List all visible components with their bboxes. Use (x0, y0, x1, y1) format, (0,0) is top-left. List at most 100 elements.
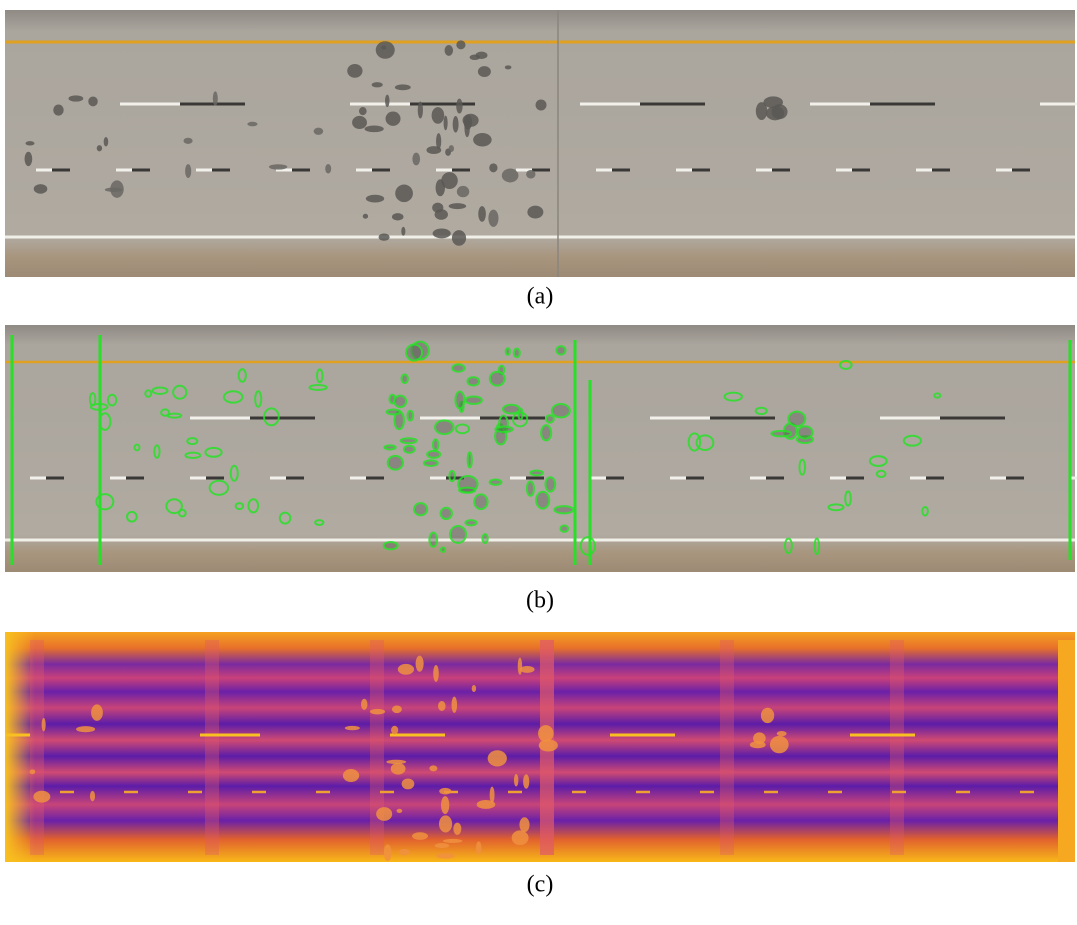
patch (433, 664, 439, 682)
patch (523, 774, 530, 789)
patch (439, 787, 452, 795)
patch (511, 411, 529, 428)
patch (798, 458, 807, 476)
patch (313, 127, 324, 135)
patch (544, 414, 555, 424)
patch (526, 169, 536, 179)
caption: (c) (527, 872, 554, 898)
patch (444, 44, 454, 56)
road-surface (5, 10, 1075, 277)
patch (452, 116, 459, 133)
patch (466, 376, 481, 387)
patch (254, 390, 263, 408)
patch (383, 844, 392, 862)
patch (511, 830, 529, 846)
patch (204, 446, 223, 458)
patch (208, 479, 230, 496)
patch (247, 498, 260, 514)
road-surface (5, 325, 1075, 572)
patch (454, 423, 471, 435)
patch (397, 663, 415, 675)
patch (401, 226, 406, 236)
heat-band (370, 640, 384, 855)
patch (494, 425, 514, 433)
patch (434, 843, 450, 849)
patch (769, 735, 789, 754)
patch (144, 389, 153, 398)
caption: (b) (526, 588, 554, 614)
patch (352, 115, 367, 129)
patch (33, 790, 51, 803)
patch (426, 146, 442, 155)
patch (412, 832, 428, 840)
patch (278, 511, 292, 525)
patch (385, 111, 401, 126)
patch (519, 665, 535, 673)
patch (106, 393, 118, 407)
patch (443, 115, 448, 131)
patch (151, 386, 169, 395)
patch (475, 841, 482, 855)
patch (410, 340, 430, 361)
heat-band (30, 640, 44, 855)
patch (369, 708, 386, 715)
patch (471, 685, 477, 692)
patch (454, 390, 466, 410)
patch (185, 164, 192, 179)
patch (431, 107, 445, 124)
patch (875, 469, 887, 478)
patch (441, 172, 458, 189)
patch (437, 701, 446, 711)
patch (776, 731, 787, 737)
patch (504, 65, 512, 70)
patch (448, 525, 468, 544)
heat-band (890, 640, 904, 855)
patch (165, 498, 183, 515)
heat-band (720, 640, 734, 855)
patch (796, 425, 814, 440)
patch (436, 133, 442, 150)
patch (237, 368, 247, 383)
patch (76, 726, 96, 733)
patch (412, 152, 421, 166)
edge-glow (1058, 640, 1075, 862)
patch (513, 773, 519, 787)
patch (399, 437, 418, 445)
patch (868, 455, 888, 467)
patch (362, 213, 369, 219)
patch (88, 96, 98, 107)
patch (525, 480, 536, 497)
patch (401, 778, 415, 790)
patch (448, 203, 467, 210)
patch (394, 84, 411, 91)
patch (538, 725, 554, 742)
patch (489, 786, 495, 803)
patch (103, 137, 109, 147)
patch (386, 759, 407, 764)
patch (386, 454, 404, 471)
patch (827, 503, 845, 512)
patch (464, 519, 478, 527)
patch (754, 406, 768, 416)
patch (398, 848, 410, 856)
patch (432, 228, 451, 239)
patch (760, 707, 775, 724)
patch (186, 437, 199, 446)
patch (787, 410, 807, 428)
patch (24, 151, 33, 167)
patch (33, 184, 48, 194)
patch (579, 536, 596, 556)
patch (406, 409, 415, 422)
patch (902, 434, 922, 447)
patch (448, 469, 456, 483)
heat-band (205, 640, 219, 855)
patch (501, 403, 521, 415)
patch (381, 45, 387, 50)
patch (451, 230, 467, 246)
patch (439, 506, 453, 521)
patch (476, 800, 496, 809)
patch (91, 704, 103, 721)
patch (753, 732, 766, 745)
patch (458, 486, 477, 494)
patch (347, 64, 363, 78)
